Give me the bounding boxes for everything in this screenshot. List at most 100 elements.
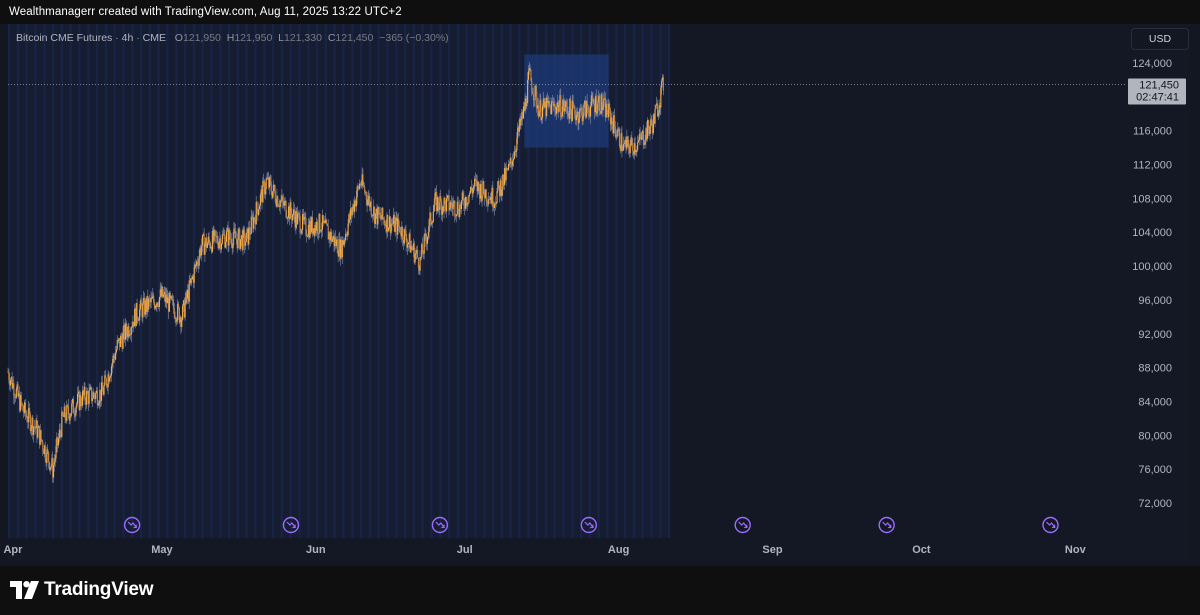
candle-body: [444, 197, 446, 202]
candle-body: [219, 238, 221, 243]
event-marker-icon[interactable]: [282, 516, 300, 534]
candle-body: [560, 95, 562, 117]
candle-body: [411, 245, 413, 248]
session-stripe: [263, 24, 266, 538]
candle-body: [658, 105, 660, 113]
candle-body: [634, 143, 636, 153]
candle-body: [449, 207, 451, 210]
session-stripe: [245, 24, 248, 538]
event-marker-icon[interactable]: [123, 516, 141, 534]
candle-body: [306, 234, 308, 237]
candle-body: [67, 405, 69, 415]
candle-body: [599, 95, 601, 112]
candle-body: [315, 224, 317, 231]
session-stripe: [632, 24, 635, 538]
candle-body: [256, 202, 258, 210]
candle-body: [238, 228, 240, 233]
candle-body: [70, 413, 72, 416]
candle-body: [245, 232, 247, 243]
session-stripe: [201, 24, 204, 538]
candle-body: [372, 215, 374, 217]
candle-body: [525, 98, 527, 107]
y-tick-label: 88,000: [1138, 363, 1172, 375]
candle-body: [324, 221, 326, 224]
candle-body: [508, 164, 510, 170]
candle-body: [438, 207, 440, 210]
candle-body: [393, 215, 395, 224]
event-marker-icon[interactable]: [431, 516, 449, 534]
candle-body: [427, 231, 429, 237]
tradingview-logo[interactable]: TradingView: [10, 578, 154, 602]
candle-body: [352, 204, 354, 210]
candle-body: [620, 133, 622, 151]
candle-body: [62, 414, 65, 417]
candle-body: [642, 130, 645, 145]
candle-body: [129, 334, 131, 336]
candle-body: [47, 449, 49, 452]
candle-body: [311, 217, 313, 232]
session-stripe: [78, 24, 81, 538]
candle-body: [45, 458, 47, 464]
candle-body: [170, 296, 172, 299]
candle-body: [332, 235, 334, 239]
candle-body: [656, 103, 659, 117]
candle-body: [504, 167, 506, 181]
candle-body: [450, 201, 453, 206]
candle-body: [105, 378, 108, 386]
candle-body: [383, 218, 385, 220]
candle-body: [611, 117, 613, 124]
event-marker-icon[interactable]: [580, 516, 598, 534]
session-stripe: [175, 24, 178, 538]
candle-body: [56, 437, 58, 446]
legend-separator: ·: [115, 32, 122, 44]
candle-body: [33, 426, 35, 435]
legend-symbol[interactable]: Bitcoin CME Futures: [16, 32, 113, 44]
candle-body: [139, 309, 141, 321]
event-marker-icon[interactable]: [878, 516, 895, 534]
candle-body: [62, 411, 64, 415]
candle-body: [405, 230, 407, 241]
candle-body: [197, 264, 199, 266]
candle-body: [263, 180, 265, 182]
candle-body: [541, 117, 543, 120]
candle-body: [489, 197, 491, 201]
candle-body: [536, 91, 538, 109]
candle-body: [273, 184, 275, 192]
candle-body: [234, 228, 236, 232]
candle-body: [545, 101, 547, 117]
candle-body: [66, 405, 68, 421]
candle-body: [383, 219, 386, 225]
event-marker-icon[interactable]: [1042, 516, 1059, 534]
candle-body: [124, 323, 127, 340]
candle-body: [111, 362, 113, 367]
legend-interval[interactable]: 4h: [121, 32, 134, 44]
candle-body: [662, 77, 664, 91]
candle-body: [237, 232, 239, 249]
candle-body: [520, 118, 522, 126]
currency-button[interactable]: USD: [1131, 28, 1189, 50]
candle-body: [279, 201, 281, 208]
candle-body: [340, 239, 343, 258]
candle-body: [496, 191, 498, 204]
candle-body: [556, 102, 558, 108]
candle-body: [521, 112, 523, 119]
candle-body: [278, 205, 280, 207]
candle-body: [36, 420, 38, 438]
candle-body: [189, 280, 191, 283]
candle-body: [307, 224, 309, 237]
candle-body: [161, 286, 163, 297]
legend-low-value: 121,330: [284, 32, 322, 44]
candle-body: [601, 94, 603, 110]
event-marker-icon[interactable]: [734, 516, 751, 534]
candle-body: [46, 449, 48, 464]
candle-body: [557, 102, 559, 112]
price-chart[interactable]: 72,000 76,000 80,000 84,000 88,000 92,000 96,0…: [0, 0, 1200, 566]
candle-body: [510, 158, 512, 162]
tradingview-logo-icon: [10, 581, 39, 599]
candle-body: [253, 217, 255, 229]
candle-body: [97, 404, 99, 406]
candle-body: [423, 235, 425, 254]
candle-body: [371, 214, 373, 216]
candle-body: [400, 233, 402, 237]
candle-body: [550, 104, 552, 115]
